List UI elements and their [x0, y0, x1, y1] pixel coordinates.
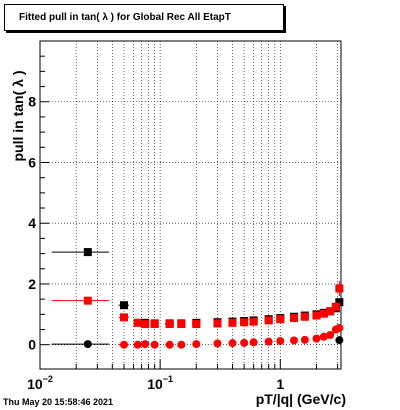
x-tick-label: 1	[276, 376, 284, 392]
y-axis-label: pull in tan( λ )	[10, 70, 26, 162]
data-point	[276, 315, 285, 324]
data-point	[213, 319, 222, 328]
y-tick-label: 6	[28, 154, 36, 170]
data-point	[335, 336, 344, 345]
data-point	[319, 309, 328, 318]
data-point	[240, 318, 249, 327]
data-point	[83, 248, 92, 257]
y-tick-label: 8	[28, 94, 36, 110]
data-point	[192, 340, 201, 349]
data-point	[165, 340, 174, 349]
data-point	[300, 335, 309, 344]
data-point	[228, 318, 237, 327]
data-point	[83, 340, 92, 349]
data-point	[240, 338, 249, 347]
y-tick-label: 4	[28, 215, 36, 231]
x-tick-label: 10−1	[147, 374, 173, 392]
data-point	[331, 302, 340, 311]
data-point	[228, 339, 237, 348]
data-point	[319, 332, 328, 341]
axes: 0 2 4 6 8 10−2 10−1 1	[27, 40, 339, 392]
data-point	[276, 337, 285, 346]
data-point	[264, 337, 273, 346]
data-point	[326, 307, 335, 316]
data-point	[165, 320, 174, 329]
data-point	[177, 320, 186, 329]
y-tick-label: 0	[28, 337, 36, 353]
data-point	[300, 312, 309, 321]
data-point	[335, 298, 344, 307]
data-point	[141, 320, 150, 329]
plot-frame	[39, 40, 342, 370]
data-point	[119, 340, 128, 349]
data-point	[289, 313, 298, 322]
data-point	[133, 318, 142, 327]
data-point	[192, 320, 201, 329]
data-point	[249, 338, 258, 347]
data-point	[141, 340, 150, 349]
data-point	[335, 284, 344, 293]
x-axis-label: pT/|q| (GeV/c)	[255, 391, 346, 407]
chart-title-text: Fitted pull in tan( λ ) for Global Rec A…	[19, 12, 231, 23]
data-point	[150, 320, 159, 329]
data-point	[249, 317, 258, 326]
data-point	[150, 340, 159, 349]
data-marks	[51, 248, 344, 349]
y-tick-label: 2	[28, 276, 36, 292]
data-point	[326, 330, 335, 339]
data-point	[177, 340, 186, 349]
timestamp: Thu May 20 15:58:46 2021	[3, 397, 114, 407]
data-point	[289, 336, 298, 345]
data-point	[335, 324, 344, 332]
x-tick-label: 10−2	[27, 374, 53, 392]
data-point	[119, 301, 128, 310]
data-point	[213, 339, 222, 348]
data-point	[133, 340, 142, 349]
data-point	[312, 334, 321, 343]
data-point	[312, 311, 321, 320]
data-point	[264, 316, 273, 325]
data-point	[119, 313, 128, 322]
chart-title: Fitted pull in tan( λ ) for Global Rec A…	[4, 4, 284, 31]
data-point	[83, 296, 92, 305]
